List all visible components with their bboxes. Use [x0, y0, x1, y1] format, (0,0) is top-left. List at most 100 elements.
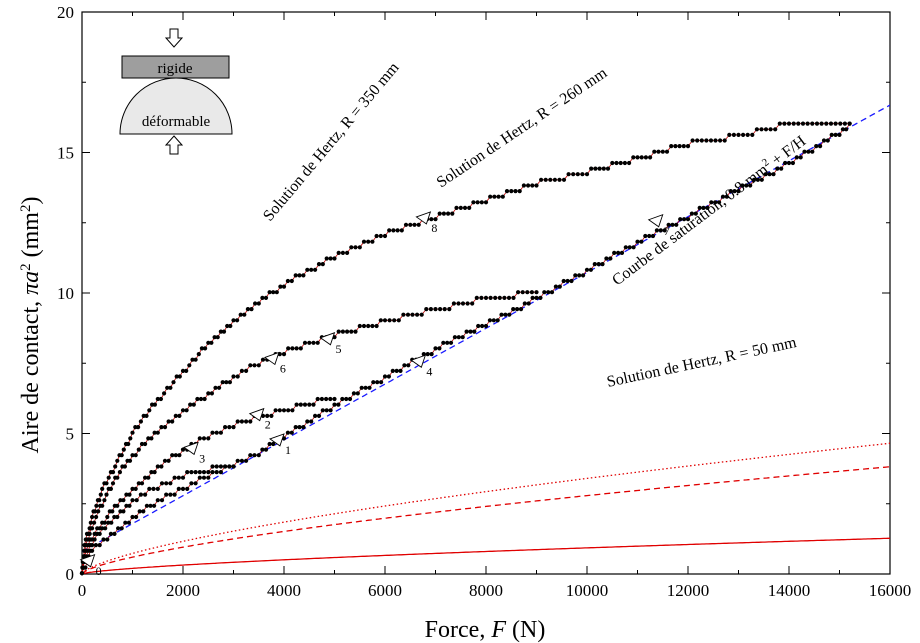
data-point — [506, 295, 512, 300]
data-point — [355, 391, 360, 396]
data-point — [622, 160, 628, 166]
data-point — [191, 402, 196, 407]
data-point — [526, 183, 531, 188]
data-point — [309, 419, 314, 424]
data-point — [133, 425, 138, 430]
data-point — [313, 413, 318, 418]
data-point — [189, 481, 194, 486]
data-point — [538, 295, 543, 300]
data-point — [639, 239, 644, 244]
data-point — [248, 363, 253, 368]
data-point — [446, 211, 451, 216]
data-point — [332, 402, 337, 407]
data-point — [201, 470, 207, 475]
data-point — [180, 475, 186, 480]
data-point — [829, 132, 834, 137]
data-point — [682, 217, 687, 222]
data-point — [170, 453, 175, 458]
data-point — [189, 470, 194, 475]
data-point — [147, 486, 152, 491]
data-point — [402, 363, 407, 368]
data-point — [441, 211, 446, 216]
data-point — [108, 531, 113, 537]
step-marker-label: 2 — [265, 418, 271, 432]
data-point — [110, 481, 116, 486]
data-point — [302, 340, 308, 345]
data-point — [213, 385, 218, 390]
data-point — [701, 205, 706, 210]
data-point — [133, 453, 138, 458]
data-point — [311, 340, 316, 345]
data-point — [80, 565, 85, 570]
data-point — [203, 346, 208, 351]
data-point — [93, 543, 98, 548]
data-point — [460, 301, 466, 306]
data-point — [751, 177, 757, 182]
data-point — [479, 200, 484, 205]
data-point — [214, 464, 219, 469]
data-point — [256, 301, 261, 306]
data-point — [177, 453, 182, 458]
data-point — [126, 520, 131, 525]
data-point — [248, 453, 253, 458]
data-point — [180, 447, 186, 452]
data-point — [366, 239, 371, 244]
data-point — [744, 183, 749, 188]
data-point — [305, 267, 310, 272]
data-point — [294, 346, 299, 351]
data-point — [115, 458, 120, 463]
data-point — [336, 402, 341, 407]
data-point — [818, 144, 823, 149]
data-point — [796, 121, 801, 126]
data-point — [433, 217, 438, 222]
data-point — [419, 312, 424, 317]
data-point — [235, 458, 240, 463]
data-point — [705, 205, 710, 210]
step-marker-label: 4 — [426, 364, 432, 378]
data-point — [718, 138, 723, 143]
data-point — [201, 436, 207, 441]
data-point — [231, 425, 236, 430]
data-point — [724, 194, 729, 199]
data-point — [416, 222, 421, 227]
data-point — [206, 436, 211, 441]
data-point — [810, 149, 815, 154]
data-point — [286, 408, 291, 413]
data-point — [713, 138, 718, 143]
data-point — [542, 290, 547, 295]
data-point — [699, 138, 704, 143]
data-point — [471, 200, 476, 205]
data-point — [500, 194, 505, 199]
data-point — [518, 307, 524, 312]
data-point — [302, 402, 308, 407]
data-point — [379, 380, 384, 385]
data-point — [429, 352, 434, 357]
data-point — [521, 183, 527, 188]
data-point — [223, 464, 228, 469]
data-point — [244, 368, 249, 373]
data-point — [571, 172, 576, 177]
data-point — [340, 329, 345, 334]
data-point — [193, 470, 198, 475]
data-point — [90, 548, 95, 553]
data-point — [151, 486, 156, 491]
data-point — [467, 205, 472, 210]
data-point — [840, 127, 846, 132]
data-point — [102, 481, 107, 486]
data-point — [415, 312, 420, 317]
data-point — [511, 307, 516, 312]
data-point — [336, 329, 341, 334]
data-point — [130, 486, 135, 491]
data-point — [359, 385, 364, 390]
data-point — [307, 340, 312, 345]
data-point — [635, 239, 640, 244]
data-point — [286, 346, 291, 351]
data-point — [374, 323, 379, 329]
data-point — [281, 284, 287, 289]
data-point — [106, 520, 111, 525]
data-point — [561, 278, 566, 284]
data-point — [612, 250, 617, 255]
data-point — [681, 144, 686, 149]
data-point — [635, 155, 640, 160]
data-point — [124, 503, 129, 508]
